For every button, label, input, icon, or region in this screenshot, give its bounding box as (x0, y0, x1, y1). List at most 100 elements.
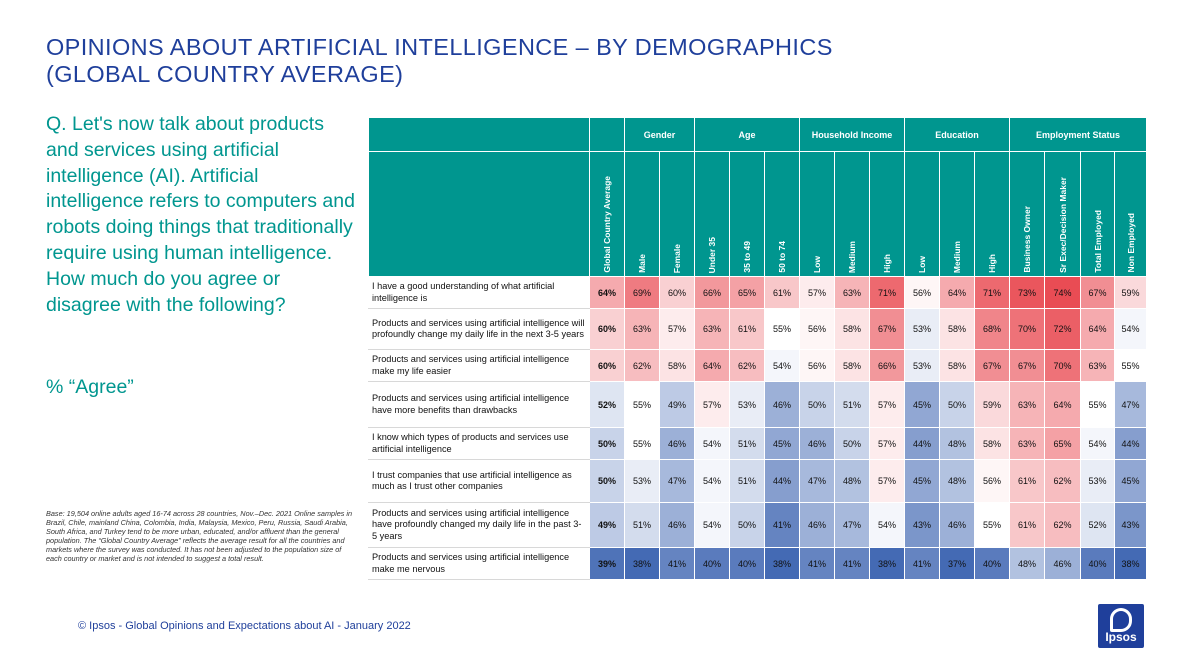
heatmap-cell: 50% (589, 459, 625, 503)
heatmap-cell: 50% (939, 381, 975, 428)
row-label: Products and services using artificial i… (368, 381, 590, 428)
heatmap-cell: 38% (1114, 547, 1147, 580)
group-header (589, 117, 625, 152)
heatmap-cell: 67% (1009, 349, 1045, 382)
header-blank-cell (368, 151, 590, 277)
heatmap-cell: 69% (624, 276, 660, 309)
heatmap-cell: 62% (624, 349, 660, 382)
group-header: Gender (624, 117, 695, 152)
heatmap-cell: 60% (589, 349, 625, 382)
column-header: Medium (834, 151, 870, 277)
heatmap-cell: 63% (834, 276, 870, 309)
column-header-label: Under 35 (707, 236, 717, 273)
heatmap-cell: 60% (589, 308, 625, 350)
heatmap-cell: 44% (904, 427, 940, 460)
column-header-label: 35 to 49 (742, 241, 752, 273)
column-header: Low (904, 151, 940, 277)
heatmap-cell: 65% (1044, 427, 1081, 460)
heatmap-cell: 53% (1080, 459, 1115, 503)
heatmap-cell: 40% (974, 547, 1010, 580)
heatmap-cell: 60% (659, 276, 695, 309)
heatmap-cell: 41% (834, 547, 870, 580)
heatmap-cell: 54% (1080, 427, 1115, 460)
heatmap-cell: 51% (834, 381, 870, 428)
heatmap-cell: 51% (624, 502, 660, 548)
column-header-label: Non Employed (1125, 213, 1136, 273)
heatmap-cell: 49% (589, 502, 625, 548)
heatmap-cell: 58% (939, 349, 975, 382)
heatmap-cell: 55% (624, 381, 660, 428)
heatmap-cell: 61% (1009, 502, 1045, 548)
heatmap-cell: 71% (974, 276, 1010, 309)
heatmap-cell: 53% (624, 459, 660, 503)
column-header-label: Medium (952, 240, 962, 273)
column-header: Medium (939, 151, 975, 277)
column-header-label: Business Owner (1022, 206, 1032, 273)
heatmap-cell: 54% (694, 427, 730, 460)
heatmap-cell: 70% (1009, 308, 1045, 350)
footer-copyright: © Ipsos - Global Opinions and Expectatio… (78, 620, 411, 632)
table-row: I trust companies that use artificial in… (368, 459, 1147, 503)
heatmap-cell: 52% (1080, 502, 1115, 548)
heatmap-cell: 51% (729, 459, 765, 503)
column-header: Under 35 (694, 151, 730, 277)
ipsos-logo-mark-icon (1110, 608, 1132, 632)
heatmap-cell: 63% (1009, 427, 1045, 460)
heatmap-cell: 41% (659, 547, 695, 580)
heatmap-cell: 59% (1114, 276, 1147, 309)
column-header-label: Male (637, 254, 647, 273)
column-header: High (974, 151, 1010, 277)
heatmap-cell: 62% (1044, 459, 1081, 503)
heatmap-cell: 48% (939, 459, 975, 503)
column-header-label: Female (672, 243, 682, 273)
heatmap-cell: 52% (589, 381, 625, 428)
column-header: Sr Exec/Decision Maker (1044, 151, 1081, 277)
column-header-label: Total Employed (1092, 210, 1103, 273)
heatmap-cell: 63% (1009, 381, 1045, 428)
heatmap-cell: 40% (1080, 547, 1115, 580)
heatmap-cell: 64% (1080, 308, 1115, 350)
column-header: Business Owner (1009, 151, 1045, 277)
column-header: Non Employed (1114, 151, 1147, 277)
survey-question: Q. Let's now talk about products and ser… (46, 113, 355, 316)
heatmap-cell: 62% (729, 349, 765, 382)
agree-label: % “Agree” (46, 376, 134, 398)
heatmap-cell: 40% (694, 547, 730, 580)
heatmap-cell: 64% (694, 349, 730, 382)
heatmap-cell: 63% (694, 308, 730, 350)
heatmap-cell: 47% (834, 502, 870, 548)
column-header: Total Employed (1080, 151, 1115, 277)
group-header: Household Income (799, 117, 905, 152)
heatmap-cell: 58% (939, 308, 975, 350)
column-header-label: Low (812, 256, 822, 273)
heatmap-cell: 67% (1080, 276, 1115, 309)
title-line-2: (GLOBAL COUNTRY AVERAGE) (46, 61, 404, 87)
heatmap-cell: 55% (764, 308, 800, 350)
heatmap-cell: 57% (869, 427, 905, 460)
heatmap-cell: 37% (939, 547, 975, 580)
header-blank-cell (368, 117, 590, 152)
table-row: I have a good understanding of what arti… (368, 276, 1147, 309)
heatmap-cell: 50% (834, 427, 870, 460)
column-header-label: Medium (847, 240, 857, 273)
heatmap-cell: 45% (904, 459, 940, 503)
heatmap-cell: 46% (659, 502, 695, 548)
table-row: I know which types of products and servi… (368, 427, 1147, 460)
heatmap-cell: 57% (659, 308, 695, 350)
heatmap-cell: 55% (1114, 349, 1147, 382)
page-title: OPINIONS ABOUT ARTIFICIAL INTELLIGENCE –… (46, 34, 1046, 88)
heatmap-cell: 45% (1114, 459, 1147, 503)
column-header-label: Global Country Average (602, 176, 612, 273)
heatmap-table: Gender Age Household Income Education Employ… (368, 117, 1147, 580)
heatmap-cell: 64% (589, 276, 625, 309)
column-header-label: High (882, 254, 892, 273)
heatmap-cell: 58% (834, 349, 870, 382)
heatmap-cell: 49% (659, 381, 695, 428)
heatmap-cell: 53% (729, 381, 765, 428)
heatmap-cell: 38% (869, 547, 905, 580)
heatmap-cell: 66% (694, 276, 730, 309)
heatmap-cell: 57% (869, 459, 905, 503)
heatmap-cell: 73% (1009, 276, 1045, 309)
row-label: Products and services using artificial i… (368, 502, 590, 548)
heatmap-cell: 63% (1080, 349, 1115, 382)
